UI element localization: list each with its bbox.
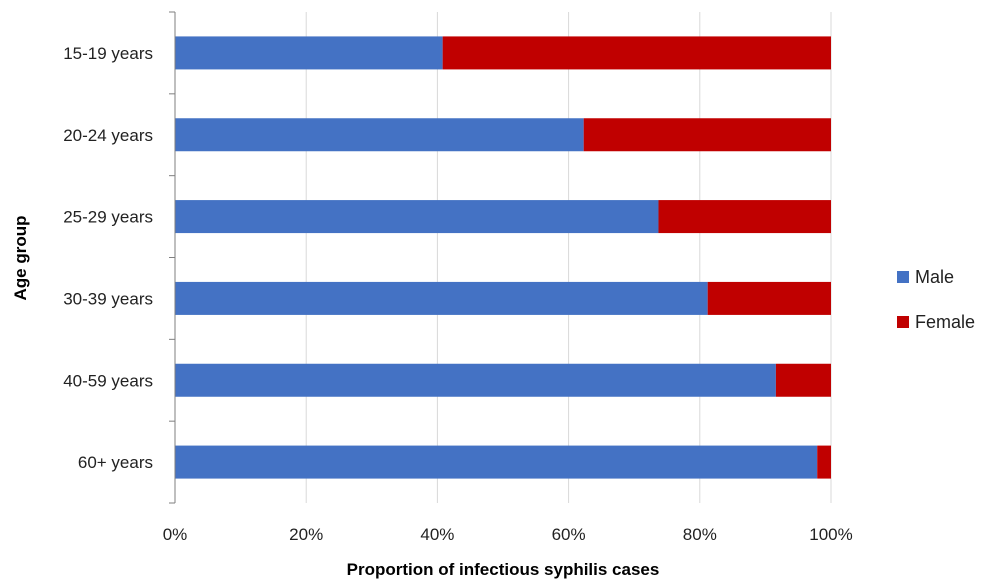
bar-male [175,36,443,70]
x-axis-title: Proportion of infectious syphilis cases [347,560,660,579]
x-tick-label: 80% [683,525,717,544]
legend-label-male: Male [915,267,954,287]
bar-male [175,118,584,152]
gridlines [305,12,832,503]
y-tick-label: 30-39 years [63,289,153,308]
legend: Male Female [897,267,975,332]
y-axis-title: Age group [11,216,30,301]
y-tick-label: 25-29 years [63,208,153,227]
x-tick-label: 40% [420,525,454,544]
bar-female [707,281,831,315]
legend-label-female: Female [915,312,975,332]
y-tick-labels: 15-19 years 20-24 years 25-29 years 30-39 y… [63,44,153,472]
legend-swatch-female [897,316,909,328]
y-tick-label: 60+ years [78,453,153,472]
bar-male [175,200,659,234]
x-tick-label: 20% [289,525,323,544]
bar-female [442,36,831,70]
x-tick-label: 0% [163,525,188,544]
axes [169,11,176,504]
y-tick-label: 40-59 years [63,371,153,390]
bar-female [817,445,831,479]
bar-female [775,363,831,397]
bar-female [658,200,831,234]
bar-male [175,281,708,315]
x-tick-label: 60% [552,525,586,544]
legend-swatch-male [897,271,909,283]
y-tick-label: 15-19 years [63,44,153,63]
bar-male [175,363,776,397]
x-tick-label: 100% [809,525,852,544]
bar-male [175,445,818,479]
x-tick-labels: 0% 20% 40% 60% 80% 100% [163,525,853,544]
bars [175,36,831,479]
y-tick-label: 20-24 years [63,126,153,145]
bar-female [583,118,831,152]
